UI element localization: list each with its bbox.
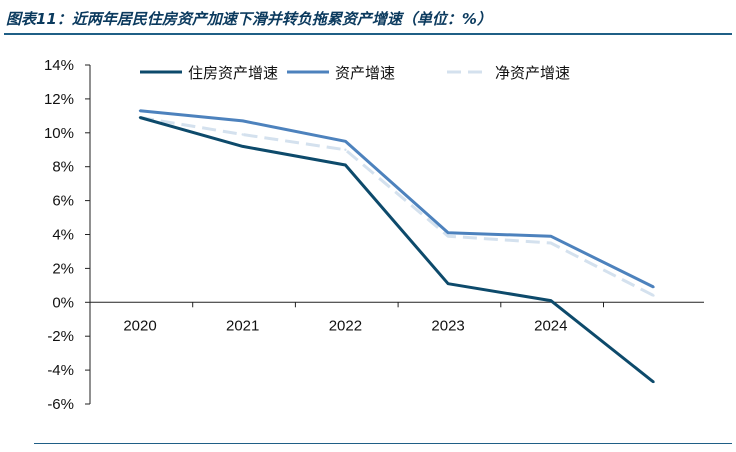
y-tick-label: 4% xyxy=(52,227,74,244)
series-point-3 xyxy=(446,234,450,238)
x-tick-label: 2022 xyxy=(329,317,362,334)
x-tick-label: 2020 xyxy=(123,317,156,334)
series-point-3 xyxy=(344,148,347,151)
series-line-3 xyxy=(139,116,655,297)
series-point-2 xyxy=(138,109,142,112)
y-tick-label: 14% xyxy=(44,57,74,74)
series-point-2 xyxy=(652,285,655,289)
series-point-1 xyxy=(138,116,142,119)
y-tick-label: 6% xyxy=(52,193,74,210)
series-point-3 xyxy=(241,133,244,136)
x-tick-label: 2023 xyxy=(431,317,464,334)
y-tick-label: -6% xyxy=(47,396,74,413)
axes: 14% 12% 10% 8% 6% 4% 2% 0% -2% -4% -6% 2020 2021 2022… xyxy=(44,57,704,413)
series-line-1 xyxy=(139,116,655,384)
chart-title: 图表11：近两年居民住房资产加速下滑并转负拖累资产增速（单位：%） xyxy=(6,10,492,28)
legend-label-3: 净资产增速 xyxy=(495,64,570,82)
x-tick-label: 2021 xyxy=(226,317,259,334)
legend-label-1: 住房资产增速 xyxy=(188,64,278,82)
legend-label-2: 资产增速 xyxy=(335,64,395,82)
y-tick-label: 12% xyxy=(44,91,74,108)
y-tick-label: -2% xyxy=(47,328,74,345)
series-point-2 xyxy=(446,231,450,235)
x-tick-label: 2024 xyxy=(534,317,567,334)
series-point-1 xyxy=(241,145,244,148)
series-point-1 xyxy=(652,380,655,384)
y-tick-label: 0% xyxy=(52,294,74,311)
series-point-1 xyxy=(549,299,552,302)
footer-rule xyxy=(34,443,732,444)
series-layer xyxy=(138,109,655,384)
y-tick-label: 2% xyxy=(52,260,74,277)
y-tick-label: 8% xyxy=(52,159,74,176)
series-point-2 xyxy=(241,119,244,123)
title-underline xyxy=(4,33,732,35)
series-line-2 xyxy=(139,109,655,289)
series-point-3 xyxy=(652,294,655,297)
series-point-2 xyxy=(549,234,552,238)
series-point-1 xyxy=(344,163,347,167)
legend: 住房资产增速 资产增速 净资产增速 xyxy=(140,64,570,82)
series-point-2 xyxy=(344,140,347,143)
series-point-3 xyxy=(549,241,552,245)
series-point-1 xyxy=(446,282,450,285)
y-tick-label: -4% xyxy=(47,362,74,379)
y-tick-label: 10% xyxy=(44,125,74,142)
